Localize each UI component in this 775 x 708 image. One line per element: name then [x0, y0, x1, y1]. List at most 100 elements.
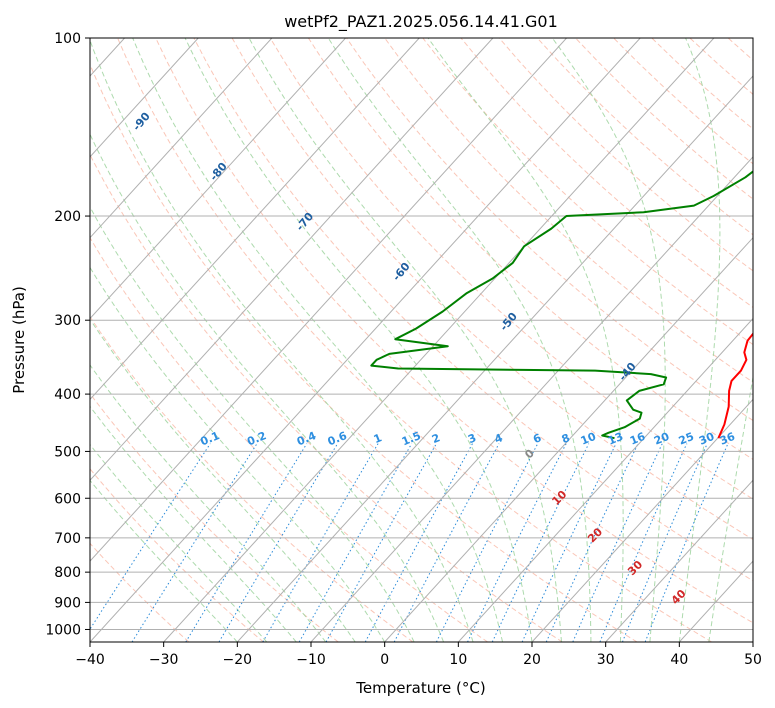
x-tick-label: −20 [223, 652, 253, 668]
mixing-ratio-label: 30 [697, 430, 716, 448]
moist-adiabat-line [184, 38, 533, 642]
dry-adiabat-line [307, 38, 753, 461]
dry-adiabat-label: -80 [207, 160, 230, 184]
dry-adiabat-line [155, 38, 753, 624]
dry-adiabat-line [193, 38, 753, 582]
moist-adiabat-line [90, 206, 415, 642]
mixing-ratio-line [393, 443, 500, 642]
isotherm-line [163, 38, 715, 642]
y-tick-label: 700 [54, 531, 81, 547]
dry-adiabat-line [766, 38, 775, 642]
mixing-ratio-label: 0.1 [199, 429, 222, 448]
moist-adiabat-label: 10 [549, 488, 569, 508]
mixing-ratio-line [521, 443, 617, 642]
mixing-ratio-line [364, 443, 473, 642]
mixing-ratio-line [185, 443, 308, 642]
dry-adiabat-label: -100 [59, 57, 87, 87]
mixing-ratio-line [572, 443, 663, 642]
dry-adiabat-line [613, 38, 753, 165]
mixing-ratio-line [621, 443, 708, 642]
mixing-ratio-label: 13 [606, 430, 625, 448]
isotherm-line [90, 38, 494, 482]
dry-adiabat-line [422, 38, 753, 346]
mixing-ratio-label: 25 [677, 430, 696, 448]
mixing-ratio-line [491, 443, 590, 642]
dewpoint-line [370, 170, 753, 440]
dry-adiabat-line [689, 38, 753, 95]
dry-adiabat-label: -70 [294, 210, 317, 234]
grid [90, 38, 753, 642]
x-tick-label: 0 [380, 652, 389, 668]
dry-adiabat-line [90, 236, 488, 642]
moist-adiabat-line [90, 443, 268, 642]
mixing-ratio-line [435, 443, 539, 642]
mixing-ratio-line [599, 443, 688, 642]
moist-adiabat-line [90, 405, 297, 642]
y-tick-label: 400 [54, 387, 81, 403]
chart-title: wetPf2_PAZ1.2025.056.14.41.G01 [284, 12, 558, 32]
y-tick-label: 300 [54, 313, 81, 329]
isotherm-line [310, 156, 753, 642]
dry-adiabat-line [575, 38, 753, 200]
mixing-ratio-line [262, 443, 379, 642]
dry-adiabat-line [90, 468, 264, 642]
dry-adiabat-line [90, 315, 414, 642]
x-tick-label: 30 [597, 652, 615, 668]
mixing-ratio-label: 0.6 [326, 429, 349, 448]
isotherm-line [90, 38, 420, 401]
isotherm-line [752, 641, 753, 642]
dry-adiabat-line [651, 38, 753, 130]
dry-adiabat-line [269, 38, 753, 500]
mixing-ratio-label: 1 [372, 431, 384, 446]
moist-adiabat-line [551, 38, 666, 642]
isotherm-line [236, 75, 753, 642]
y-tick-label: 100 [54, 31, 81, 47]
x-axis: −40 −30 −20 −10 0 10 20 30 40 50 [75, 642, 762, 668]
isotherm-line [384, 236, 753, 642]
moist-adiabat-line [90, 318, 356, 642]
moist-adiabat-line [132, 38, 503, 642]
isotherm-line [90, 38, 567, 562]
mixing-ratio-line [218, 443, 339, 642]
series-group [370, 170, 753, 440]
isotherm-line [90, 38, 199, 158]
mixing-ratio-line [545, 443, 639, 642]
x-tick-label: −30 [149, 652, 179, 668]
moist-adiabat-line [90, 479, 238, 642]
isotherm-line [90, 38, 641, 642]
moist-adiabat-line [678, 38, 721, 642]
dry-adiabat-line [460, 38, 753, 309]
isotherm-line [457, 317, 753, 642]
mixing-ratio-label: 4 [493, 431, 505, 446]
dry-adiabat-line [536, 38, 753, 236]
mixing-ratio-label: 0.4 [295, 429, 318, 448]
mixing-ratio-label: 1.5 [400, 429, 423, 448]
y-tick-label: 800 [54, 565, 81, 581]
x-tick-label: 10 [449, 652, 467, 668]
mixing-ratio-label: 16 [628, 430, 647, 448]
moist-adiabat-line [90, 364, 327, 642]
x-tick-label: 20 [523, 652, 541, 668]
mixing-ratio-label: 36 [718, 430, 737, 448]
moist-adiabat-line [708, 374, 753, 642]
mixing-ratio-label: 10 [579, 430, 598, 448]
mixing-ratio-label: 20 [652, 430, 671, 448]
isotherm-line [531, 398, 753, 642]
plot-frame [89, 37, 754, 643]
moist-adiabat-line [90, 38, 474, 642]
dry-adiabat-label: -40 [616, 360, 639, 384]
mixing-ratio-line [298, 443, 413, 642]
dry-adiabat-line [90, 542, 190, 642]
y-axis-label: Pressure (hPa) [10, 286, 28, 394]
background-lines [90, 38, 775, 642]
moist-adiabat-line [90, 266, 386, 642]
moist-adiabat-line [427, 38, 624, 642]
mixing-ratio-line [644, 443, 729, 642]
y-tick-label: 200 [54, 209, 81, 225]
moist-adiabat-line [248, 38, 562, 642]
moist-adiabat-line [327, 38, 592, 642]
x-tick-label: 50 [744, 652, 762, 668]
temperature-line [717, 332, 753, 439]
mixing-ratio-label: 0.2 [245, 429, 268, 448]
dry-adiabat-line [90, 392, 339, 642]
